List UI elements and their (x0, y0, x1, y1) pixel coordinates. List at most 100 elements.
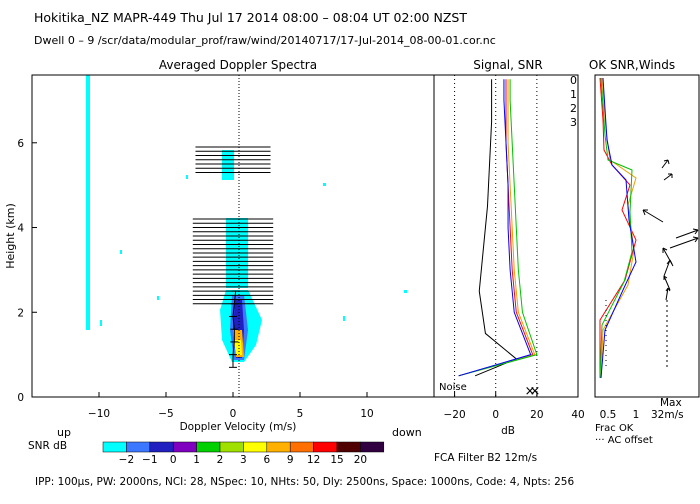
spectra-x-tick-label: −10 (88, 408, 110, 420)
spectra-x-ticks: −10 −5 0 5 10 (88, 392, 374, 420)
noise-label: Noise (439, 382, 467, 393)
beam-legend-item: 3 (570, 116, 577, 129)
colorbar-swatch (266, 441, 291, 453)
max-value: 32m/s (651, 409, 684, 421)
wind-arrow (663, 173, 673, 181)
peak-echo-center (234, 340, 242, 355)
noise-speck (404, 290, 407, 293)
frac-ok-series (599, 77, 637, 379)
wind-arrow (663, 259, 673, 277)
snr-x-tick-label: 0 (492, 409, 499, 421)
spectra-x-tick-label: −5 (158, 408, 173, 420)
snr-reference-lines (454, 75, 538, 397)
wind-arrow (675, 228, 699, 239)
colorbar-swatches (102, 441, 385, 453)
colorbar-swatch (336, 441, 361, 453)
spectra-x-tick-label: 5 (297, 408, 304, 420)
wind-arrows (642, 159, 699, 301)
ground-clutter-strip (86, 75, 90, 330)
snr-x-tick-label: 20 (530, 409, 543, 421)
colorbar-tick-label: 2 (217, 454, 224, 466)
snr-panel: −20 0 20 40 dB Noise × × (433, 74, 585, 437)
colorbar-swatch (289, 441, 314, 453)
colorbar-swatch (149, 441, 174, 453)
snr-frame (433, 74, 579, 398)
noise-speck (323, 183, 326, 186)
colorbar-tick-label: 20 (354, 454, 367, 466)
snr-line-beam-3 (458, 79, 532, 377)
snr-line-signal (474, 79, 518, 377)
beam-legend-item: 2 (570, 102, 577, 115)
colorbar-swatch (313, 441, 338, 453)
colorbar-tick-label: 12 (307, 454, 320, 466)
colorbar-swatch (219, 441, 244, 453)
frac-ok-label: Frac OK (595, 423, 634, 434)
peak-velocity-profile (229, 290, 240, 368)
upper-echo-cell (222, 150, 234, 180)
snr-x-tick-label: −20 (443, 409, 465, 421)
snr-title: Signal, SNR (473, 58, 542, 72)
spectra-y-tick-label: 4 (17, 223, 24, 235)
snr-x-axis-label: dB (501, 425, 515, 437)
snr-x-ticks: −20 0 20 40 (443, 392, 585, 421)
header-line-1: Hokitika_NZ MAPR-449 Thu Jul 17 2014 08:… (34, 10, 467, 25)
noise-speck (186, 175, 188, 179)
colorbar-tick-label: 0 (170, 454, 177, 466)
spectra-title: Averaged Doppler Spectra (159, 58, 317, 72)
colorbar-tick-label: −1 (142, 454, 157, 466)
winds-frame (594, 74, 700, 398)
snr-x-tick-label: 40 (571, 409, 584, 421)
colorbar-tick-label: 9 (287, 454, 294, 466)
frac-ok-line (600, 77, 637, 379)
colorbar-tick-label: 1 (193, 454, 200, 466)
up-label: up (57, 426, 71, 439)
wind-arrow (661, 159, 670, 169)
snr-colorbar: SNR dB −2 −1 0 1 2 3 6 9 12 15 20 (28, 440, 385, 466)
colorbar-tick-label: 15 (330, 454, 343, 466)
winds-tick-1: 1 (633, 409, 640, 421)
noise-speck (343, 316, 345, 321)
beam-legend-item: 0 (570, 74, 577, 87)
colorbar-swatch (102, 441, 127, 453)
snr-line-beam-1 (458, 79, 536, 377)
spectra-y-ticks: 0 2 4 6 (17, 138, 37, 404)
noise-marker-red: × (530, 384, 541, 399)
wind-arrow (669, 236, 699, 249)
spectra-echo-cells (86, 75, 407, 362)
max-label: Max (660, 397, 682, 409)
wind-barbs-low (605, 300, 668, 370)
colorbar-tick-labels: −2 −1 0 1 2 3 6 9 12 15 20 (119, 454, 367, 466)
frac-ok-line (599, 77, 637, 378)
frac-ok-line (599, 77, 633, 379)
colorbar-tick-label: 3 (240, 454, 247, 466)
colorbar-swatch (360, 441, 385, 453)
wind-arrow (642, 209, 664, 223)
header-line-2: Dwell 0 – 9 /scr/data/modular_prof/raw/w… (34, 34, 496, 47)
spectra-panel: −10 −5 0 5 10 0 2 4 6 Doppler Velocity (m/s) He… (4, 74, 435, 439)
colorbar-tick-label: 6 (263, 454, 270, 466)
spectra-x-axis-label: Doppler Velocity (m/s) (180, 421, 297, 433)
ac-offset-label: ··· AC offset (595, 435, 653, 446)
colorbar-swatch (243, 441, 268, 453)
winds-title: OK SNR,Winds (589, 58, 675, 72)
spectra-y-tick-label: 0 (17, 392, 24, 404)
spectra-x-tick-label: 10 (360, 408, 373, 420)
snr-series (458, 79, 538, 377)
colorbar-swatch (126, 441, 151, 453)
colorbar-label: SNR dB (28, 440, 67, 452)
acquisition-parameters: IPP: 100μs, PW: 2000ns, NCI: 28, NSpec: … (35, 476, 574, 488)
noise-marker-blue: × (525, 384, 536, 399)
wind-arrow (665, 287, 671, 301)
noise-speck (157, 296, 159, 300)
colorbar-swatch (172, 441, 197, 453)
beam-legend-item: 1 (570, 88, 577, 101)
spectra-x-tick-label: 0 (230, 408, 237, 420)
winds-tick-0.5: 0.5 (600, 409, 617, 421)
colorbar-tick-label: −2 (119, 454, 134, 466)
down-label: down (392, 426, 422, 439)
spectra-y-axis-label: Height (km) (4, 203, 17, 269)
